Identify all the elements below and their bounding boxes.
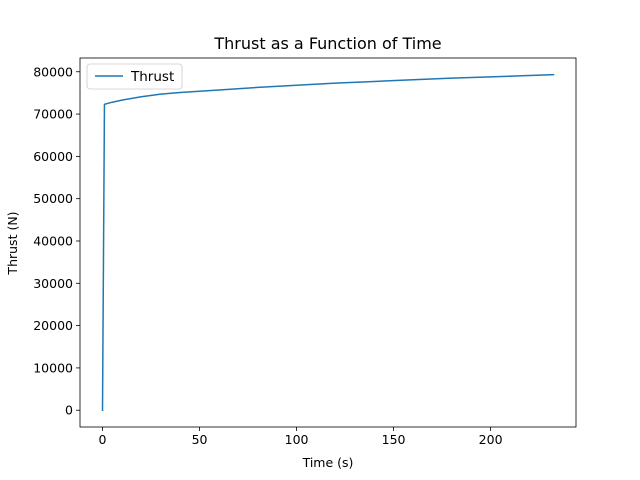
y-tick-label: 40000 — [33, 233, 73, 248]
y-tick-label: 50000 — [33, 191, 73, 206]
x-tick-label: 150 — [382, 432, 406, 447]
x-tick-label: 100 — [285, 432, 309, 447]
x-tick-label: 200 — [479, 432, 503, 447]
x-tick-label: 0 — [99, 432, 107, 447]
x-axis-label: Time (s) — [302, 455, 354, 470]
y-tick-label: 10000 — [33, 360, 73, 375]
y-tick-label: 60000 — [33, 149, 73, 164]
legend-box — [86, 63, 183, 90]
plot-area: 0 50 100 150 200 0 10000 20000 30000 40000 50000 60… — [33, 57, 577, 447]
y-tick-label: 80000 — [33, 64, 73, 79]
axes-frame — [79, 57, 577, 428]
legend-label-thrust: Thrust — [130, 69, 174, 85]
y-tick-label: 70000 — [33, 107, 73, 122]
y-axis-label: Thrust (N) — [5, 211, 20, 275]
chart-title: Thrust as a Function of Time — [213, 34, 441, 53]
y-tick-label: 0 — [65, 403, 73, 418]
x-tick-label: 50 — [192, 432, 208, 447]
series-line-thrust — [101, 73, 555, 411]
y-tick-label: 30000 — [33, 276, 73, 291]
y-tick-label: 20000 — [33, 318, 73, 333]
